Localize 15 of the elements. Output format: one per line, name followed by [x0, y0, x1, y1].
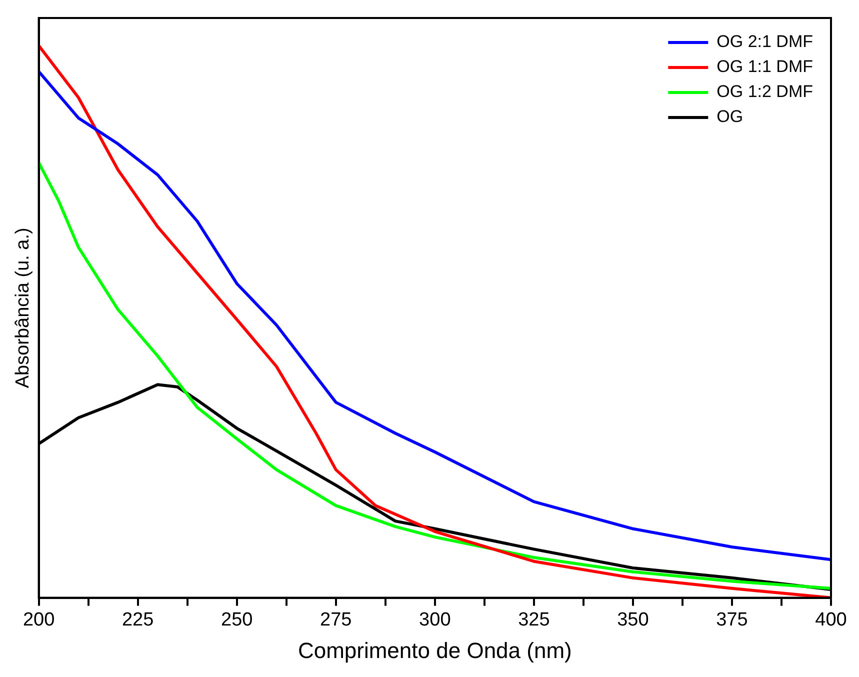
y-axis-title: Absorbância (u. a.) [12, 228, 34, 388]
legend-label: OG 1:2 DMF [716, 82, 814, 102]
x-tick-label: 350 [617, 609, 649, 630]
x-axis-title: Comprimento de Onda (nm) [298, 638, 572, 663]
x-tick-label: 200 [22, 609, 55, 630]
legend-label: OG 1:1 DMF [716, 57, 814, 76]
legend-label: OG [716, 107, 744, 126]
legend-label: OG 2:1 DMF [716, 32, 814, 52]
x-tick-label: 375 [716, 609, 748, 630]
x-tick-label: 225 [122, 609, 154, 630]
x-tick-label: 275 [320, 609, 352, 630]
x-tick-label: 250 [221, 609, 253, 630]
x-tick-label: 300 [419, 609, 451, 630]
x-tick-label: 400 [815, 609, 847, 630]
x-tick-label: 325 [518, 609, 550, 630]
